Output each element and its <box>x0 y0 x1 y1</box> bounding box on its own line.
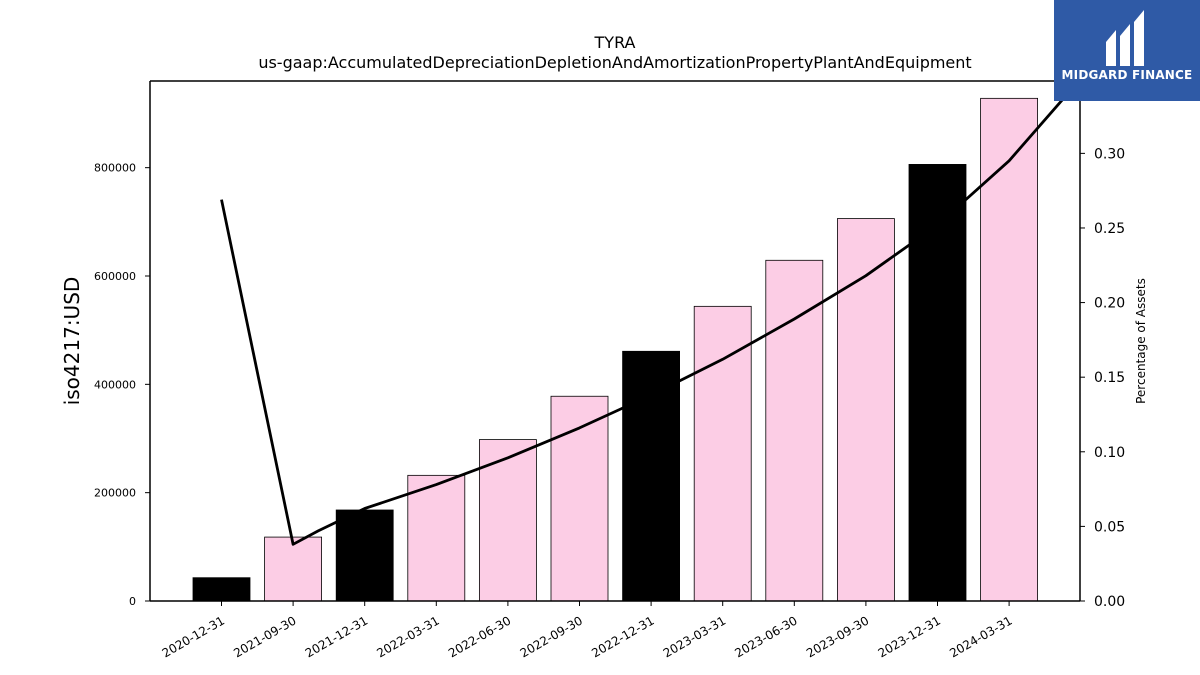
y2-tick-label: 0.15 <box>1094 370 1125 386</box>
x-tick-label: 2023-03-31 <box>661 613 728 660</box>
bar-2020-12-31 <box>192 577 251 602</box>
y2-tick-label: 0.30 <box>1094 146 1125 162</box>
chart-subtitle: us-gaap:AccumulatedDepreciationDepletion… <box>258 53 971 72</box>
x-tick-label: 2022-03-31 <box>374 613 441 660</box>
y2-tick-label: 0.20 <box>1094 296 1125 312</box>
y-tick-label: 800000 <box>94 162 136 175</box>
bar-2023-06-30 <box>765 259 824 602</box>
y2-tick-label: 0.05 <box>1094 519 1125 535</box>
bar-2021-12-31 <box>335 509 394 602</box>
bar-2023-12-31 <box>908 164 967 602</box>
bar-2021-09-30 <box>264 536 323 602</box>
bar-2022-12-31 <box>622 350 680 602</box>
y2-tick-label: 0.00 <box>1094 594 1125 610</box>
x-tick-label: 2021-09-30 <box>231 613 298 660</box>
logo-mark-icon <box>1106 10 1144 66</box>
chart-title: TYRA <box>594 33 636 52</box>
x-tick-label: 2022-12-31 <box>589 613 656 660</box>
y2-axis-label: Percentage of Assets <box>1134 278 1148 404</box>
x-tick-label: 2022-09-30 <box>518 613 585 660</box>
logo-text: MIDGARD FINANCE <box>1061 68 1193 82</box>
bar-2024-03-31 <box>980 97 1038 602</box>
bar-2022-06-30 <box>478 439 537 602</box>
y2-tick-label: 0.25 <box>1094 221 1125 237</box>
bar-2022-03-31 <box>407 474 466 602</box>
x-tick-label: 2024-03-31 <box>947 613 1014 660</box>
bar-2022-09-30 <box>550 395 609 602</box>
midgard-finance-logo: MIDGARD FINANCE <box>1054 0 1200 101</box>
y-tick-label: 400000 <box>94 378 136 391</box>
y-tick-label: 0 <box>129 595 136 608</box>
y-axis-label: iso4217:USD <box>60 277 84 406</box>
percentage-line <box>220 81 1080 546</box>
x-tick-label: 2020-12-31 <box>160 613 227 660</box>
x-tick-label: 2023-12-31 <box>876 613 943 660</box>
y-tick-label: 200000 <box>94 487 136 500</box>
bar-2023-03-31 <box>693 305 752 602</box>
y2-tick-label: 0.10 <box>1094 445 1125 461</box>
bar-2023-09-30 <box>837 218 895 602</box>
x-tick-label: 2023-09-30 <box>804 613 871 660</box>
x-tick-label: 2021-12-31 <box>303 613 370 660</box>
x-tick-label: 2023-06-30 <box>732 613 799 660</box>
y-tick-label: 600000 <box>94 270 136 283</box>
x-tick-label: 2022-06-30 <box>446 613 513 660</box>
